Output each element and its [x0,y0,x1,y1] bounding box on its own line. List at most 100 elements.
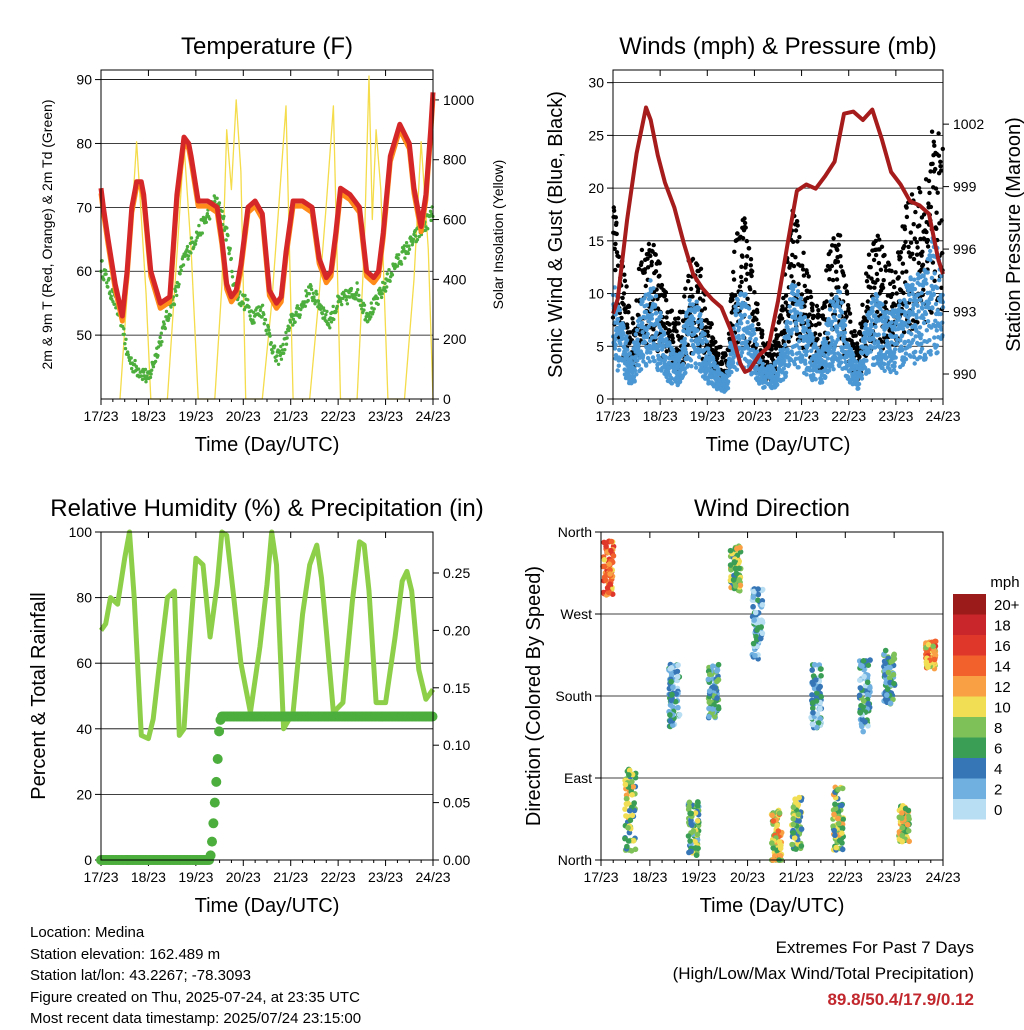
right-y-tick-label: 993 [953,304,977,320]
wind-point [625,338,629,342]
direction-point [631,838,637,844]
wind-point [712,361,716,365]
x-axis-label: Time (Day/UTC) [706,434,851,456]
gust-point [676,316,680,320]
wind-point [687,298,691,302]
wind-point [897,315,901,319]
right-y-axis-label: Station Pressure (Maroon) [1003,117,1024,352]
direction-point [769,840,775,846]
gust-point [740,280,744,284]
wind-point [695,300,699,304]
direction-point [810,722,816,728]
direction-point [734,571,740,577]
wind-point [813,342,817,346]
wind-point [737,337,741,341]
dewpoint-point [359,299,362,302]
dewpoint-point [144,368,147,371]
gust-point [745,297,749,301]
dewpoint-point [175,294,178,297]
dewpoint-point [384,289,387,292]
direction-point [750,604,756,610]
direction-point [669,698,675,704]
direction-point [857,677,863,683]
direction-point [754,627,760,633]
dewpoint-point [362,308,365,311]
wind-point [797,339,801,343]
dewpoint-point [289,320,292,323]
wind-point [868,349,872,353]
gust-point [904,205,908,209]
direction-point [809,692,815,698]
wind-point [935,350,939,354]
direction-point [695,803,701,809]
direction-point [716,662,722,668]
gust-point [846,306,850,310]
gust-point [639,260,643,264]
direction-point [751,617,757,623]
dewpoint-point [130,367,133,370]
dewpoint-point [137,367,140,370]
wind-point [827,368,831,372]
gust-point [860,303,864,307]
x-tick-label: 22/23 [321,408,356,424]
wind-point [940,321,944,325]
wind-point [783,343,787,347]
wind-point [795,329,799,333]
gust-point [940,251,944,255]
dewpoint-point [177,283,180,286]
wind-point [820,380,824,384]
direction-point [886,670,892,676]
dewpoint-point [308,292,311,295]
chart-title: Wind Direction [694,495,850,522]
wind-point [929,352,933,356]
gust-point [930,162,934,166]
direction-point [755,586,761,592]
direction-point [793,846,799,852]
wind-point [885,315,889,319]
wind-point [735,308,739,312]
direction-point [738,583,744,589]
dewpoint-point [275,359,278,362]
dewpoint-point [280,358,283,361]
dewpoint-point [124,338,127,341]
dewpoint-point [309,285,312,288]
y-tick-label: South [555,688,592,704]
direction-point [608,548,614,554]
y-tick-label: 30 [588,75,604,91]
gust-point [745,254,749,258]
wind-point [667,342,671,346]
wind-point [648,278,652,282]
wind-point [917,309,921,313]
gust-point [623,279,627,283]
dewpoint-point [227,252,230,255]
gust-point [801,251,805,255]
direction-point [791,830,797,836]
direction-point [751,594,757,600]
gust-point [834,270,838,274]
gust-point [614,215,618,219]
wind-point [743,292,747,296]
wind-point [654,331,658,335]
gust-point [735,231,739,235]
direction-point [796,812,802,818]
right-y-tick-label: 600 [443,212,467,228]
direction-point [677,712,683,718]
gust-point [760,332,764,336]
chart-title: Winds (mph) & Pressure (mb) [619,33,936,60]
wind-point [793,284,797,288]
wind-point [894,371,898,375]
dewpoint-point [110,295,113,298]
y-tick-label: 80 [76,590,92,606]
gust-point [903,240,907,244]
right-y-tick-label: 400 [443,271,467,287]
y-tick-label: 60 [76,263,92,279]
dewpoint-point [324,313,327,316]
dewpoint-point [206,212,209,215]
dewpoint-point [222,215,225,218]
direction-point [631,800,637,806]
gust-point [827,277,831,281]
dewpoint-point [426,227,429,230]
dewpoint-point [230,257,233,260]
wind-point [840,301,844,305]
